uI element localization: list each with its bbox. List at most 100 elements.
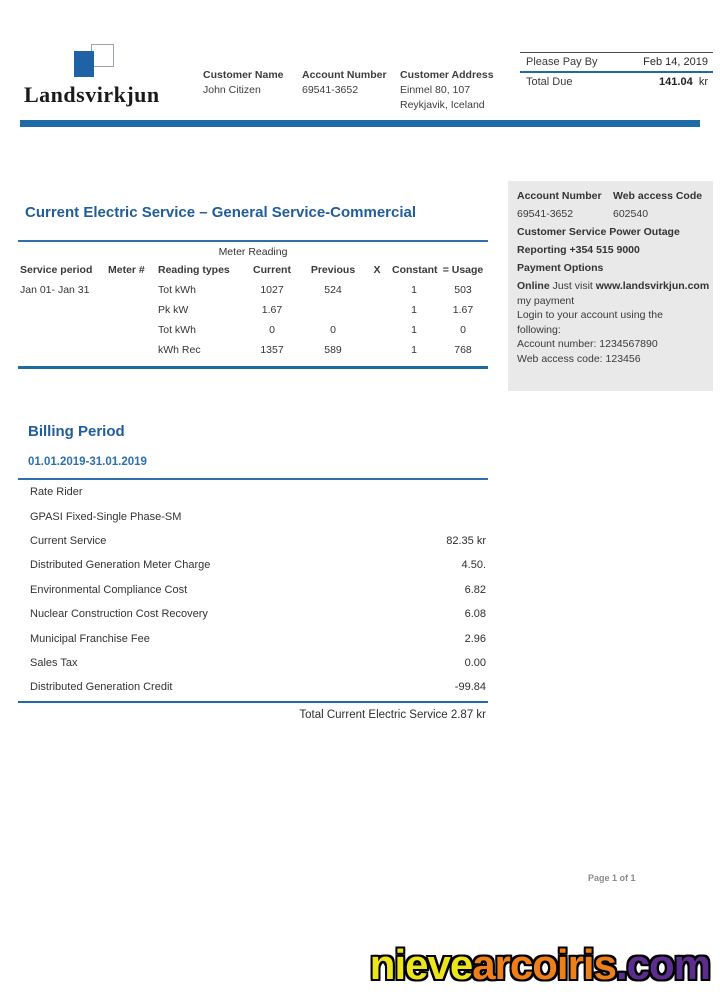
meter-table-header: Service period Meter # Reading types Cur…	[18, 260, 488, 280]
customer-name-block: Customer Name John Citizen	[203, 68, 288, 113]
cell-previous: 589	[324, 344, 342, 356]
cell-service-period	[18, 320, 106, 340]
sidebar-web-access-value: 602540	[613, 208, 649, 220]
charge-amount: 6.08	[464, 608, 486, 621]
total-due-value: 141.04 kr	[659, 76, 708, 88]
customer-service-line: Customer Service Power Outage	[517, 226, 680, 238]
charge-label: GPASI Fixed-Single Phase-SM	[30, 510, 182, 523]
cell-previous	[302, 300, 364, 320]
account-number-value: 69541-3652	[302, 84, 359, 96]
sidebar-account-labels: Account Number Web access Code	[517, 190, 704, 202]
total-due-amount: 141.04	[659, 76, 693, 88]
watermark-part-2: arcoiris	[472, 941, 617, 988]
watermark-part-3: .com	[615, 941, 711, 988]
charge-label: Current Service	[30, 534, 107, 547]
cell-reading-type: Tot kWh	[158, 284, 196, 296]
sidebar-web-access-label: Web access Code	[613, 190, 703, 202]
login-account-number: Account number: 1234567890	[517, 338, 658, 350]
charge-amount: -99.84	[454, 681, 486, 694]
billing-section-title: Billing Period	[28, 423, 125, 440]
address-line-2: Reykjavik, Iceland	[400, 99, 485, 111]
login-instruction-line-2: following:	[517, 323, 561, 336]
site-watermark: nievearcoiris.com	[370, 941, 711, 988]
charge-amount: 6.82	[464, 583, 486, 596]
charge-amount: 2.96	[464, 632, 486, 645]
cell-x	[364, 320, 390, 340]
charge-amount: 0.00	[464, 656, 486, 669]
customer-name-label: Customer Name	[203, 69, 284, 81]
list-item: Sales Tax 0.00	[18, 651, 488, 675]
online-text: Just visit	[549, 280, 596, 292]
cell-constant: 1	[411, 304, 417, 316]
charge-amount: 82.35 kr	[446, 534, 486, 547]
col-reading-types: Reading types	[158, 264, 230, 276]
customer-address-label: Customer Address	[400, 69, 494, 81]
logo-blue-square	[74, 51, 94, 77]
meter-reading-table: Meter Reading Service period Meter # Rea…	[18, 240, 488, 369]
table-row: Tot kWh 0 0 1 0	[18, 320, 488, 340]
charge-label: Rate Rider	[30, 486, 83, 499]
list-item: Municipal Franchise Fee 2.96	[18, 626, 488, 650]
outage-reporting-phone: Reporting +354 515 9000	[517, 244, 640, 256]
cell-reading-type: Pk kW	[158, 304, 189, 316]
account-info-panel: Account Number Web access Code 69541-365…	[508, 181, 713, 391]
login-instruction-line-1: Login to your account using the	[517, 309, 663, 321]
login-web-access-code: Web access code: 123456	[517, 352, 641, 365]
customer-address-block: Customer Address Einmel 80, 107 Reykjavi…	[400, 68, 500, 113]
currency-label: kr	[698, 76, 708, 88]
account-number-label: Account Number	[302, 69, 387, 81]
cell-constant: 1	[411, 344, 417, 356]
charge-label: Sales Tax	[30, 656, 78, 669]
meter-section-title: Current Electric Service – General Servi…	[25, 204, 417, 221]
pay-by-label: Please Pay By	[526, 56, 598, 68]
table-row: kWh Rec 1357 589 1 768	[18, 340, 488, 360]
billing-period-dates: 01.01.2019-31.01.2019	[28, 456, 147, 468]
charge-label: Distributed Generation Credit	[30, 681, 173, 694]
col-current: Current	[253, 264, 291, 276]
online-payment-line: Online Just visit www.landsvirkjun.com	[517, 280, 709, 292]
col-meter-number: Meter #	[108, 264, 145, 276]
website-url: www.landsvirkjun.com	[595, 280, 710, 292]
billing-total-divider	[18, 700, 488, 703]
company-logo-icon	[74, 44, 114, 77]
cell-current: 0	[269, 324, 275, 336]
cell-meter-number	[106, 340, 156, 360]
cell-meter-number	[106, 320, 156, 340]
sidebar-account-values: 69541-3652 602540	[517, 208, 704, 220]
cell-previous: 524	[324, 284, 342, 296]
cell-current: 1.67	[261, 304, 283, 316]
address-line-1: Einmel 80, 107	[400, 84, 471, 96]
cell-x	[364, 300, 390, 320]
list-item: Current Service 82.35 kr	[18, 529, 488, 553]
cell-x	[364, 340, 390, 360]
billing-charges-table: Rate Rider GPASI Fixed-Single Phase-SM C…	[18, 478, 488, 721]
total-due-row: Total Due 141.04 kr	[520, 71, 713, 91]
cell-current: 1027	[260, 284, 284, 296]
pay-by-row: Please Pay By Feb 14, 2019	[520, 52, 713, 71]
col-usage: = Usage	[442, 264, 484, 276]
payment-summary-box: Please Pay By Feb 14, 2019 Total Due 141…	[520, 52, 713, 91]
list-item: Nuclear Construction Cost Recovery 6.08	[18, 602, 488, 626]
charge-label: Environmental Compliance Cost	[30, 583, 188, 596]
list-item: Distributed Generation Meter Charge 4.50…	[18, 553, 488, 577]
col-previous: Previous	[310, 264, 356, 276]
cell-service-period	[18, 340, 106, 360]
charge-label: Nuclear Construction Cost Recovery	[30, 608, 208, 621]
logo-outline-square	[91, 44, 114, 67]
sidebar-account-number-value: 69541-3652	[517, 208, 574, 220]
total-due-label: Total Due	[526, 76, 573, 88]
payment-options-label: Payment Options	[517, 262, 604, 274]
page-number: Page 1 of 1	[588, 873, 636, 883]
cell-constant: 1	[411, 324, 417, 336]
cell-current: 1357	[260, 344, 284, 356]
cell-reading-type: Tot kWh	[158, 324, 196, 336]
cell-previous: 0	[330, 324, 336, 336]
billing-total-line: Total Current Electric Service 2.87 kr	[299, 708, 486, 721]
col-service-period: Service period	[20, 264, 93, 276]
cell-x	[364, 280, 390, 300]
charge-label: Distributed Generation Meter Charge	[30, 559, 211, 572]
header-divider-bar	[20, 120, 700, 127]
list-item: GPASI Fixed-Single Phase-SM	[18, 504, 488, 528]
charge-label: Municipal Franchise Fee	[30, 632, 150, 645]
